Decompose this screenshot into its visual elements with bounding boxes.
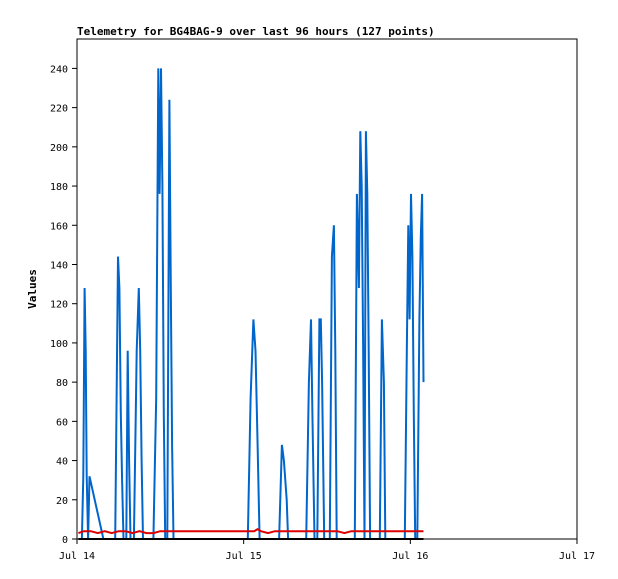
series-layer bbox=[78, 68, 425, 540]
series-line-1 bbox=[78, 528, 424, 535]
plot-frame bbox=[76, 38, 578, 540]
x-tick-label: Jul 17 bbox=[559, 551, 595, 562]
y-tick-label: 180 bbox=[50, 182, 68, 193]
y-tick-label: 40 bbox=[56, 457, 68, 468]
y-tick-label: 60 bbox=[56, 417, 68, 428]
y-tick-label: 140 bbox=[50, 260, 68, 271]
y-tick-label: 200 bbox=[50, 143, 68, 154]
y-tick-label: 20 bbox=[56, 496, 68, 507]
y-axis-label: Values bbox=[26, 269, 39, 309]
y-tick-label: 80 bbox=[56, 378, 68, 389]
y-tick-label: 0 bbox=[62, 535, 68, 546]
series-line-0 bbox=[78, 68, 425, 540]
x-tick-label: Jul 15 bbox=[226, 551, 262, 562]
y-tick-label: 240 bbox=[50, 64, 68, 75]
chart-title: Telemetry for BG4BAG-9 over last 96 hour… bbox=[77, 25, 435, 38]
x-ticks: Jul 14 Jul 15 Jul 16 Jul 17 bbox=[59, 539, 595, 562]
x-tick-label: Jul 16 bbox=[392, 551, 428, 562]
y-tick-label: 160 bbox=[50, 221, 68, 232]
y-tick-label: 120 bbox=[50, 300, 68, 311]
y-tick-label: 220 bbox=[50, 104, 68, 115]
y-tick-label: 100 bbox=[50, 339, 68, 350]
x-tick-label: Jul 14 bbox=[59, 551, 95, 562]
y-ticks: 0 20 40 60 80 100 120 140 160 180 200 220 240 bbox=[50, 64, 77, 546]
